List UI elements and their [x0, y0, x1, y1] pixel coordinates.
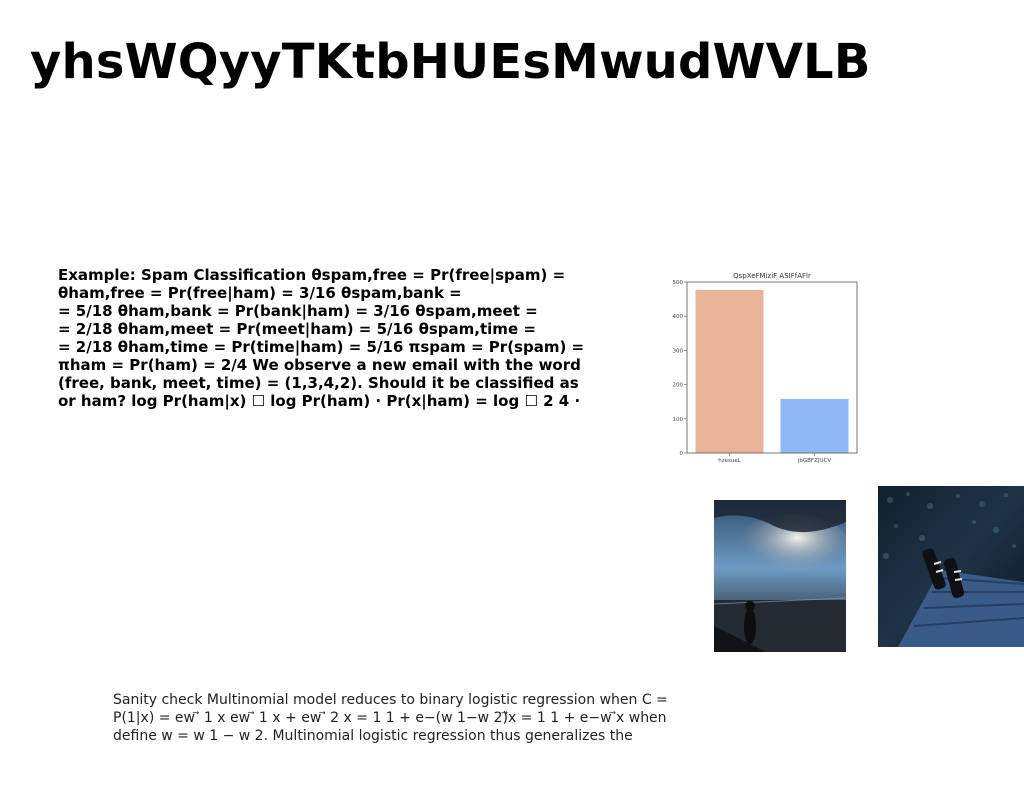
example-line: or ham? log Pr(ham|x) ☐ log Pr(ham) · Pr… [58, 392, 581, 410]
example-line: Example: Spam Classification θspam,free … [58, 266, 566, 284]
y-tick-label: 500 [673, 280, 684, 286]
example-text-block: Example: Spam Classification θspam,free … [58, 266, 643, 416]
bar-hzesueL [695, 289, 764, 453]
example-line: θham,free = Pr(free|ham) = 3/16 θspam,ba… [58, 284, 462, 302]
example-line: πham = Pr(ham) = 2/4 We observe a new em… [58, 356, 581, 374]
sky-photo-image [714, 500, 846, 652]
page-title: yhsWQyyTKtbHUEsMwudWVLB [30, 34, 871, 90]
bar-chart: QspXeFMiziF ASIFfAFlr 0 100 200 300 400 500 h… [667, 266, 865, 468]
x-tick-label: hzesueL [718, 458, 741, 464]
y-tick-label: 400 [673, 314, 684, 320]
bottom-line: P(1|x) = ew ⃗ 1 x ew ⃗ 1 x + ew ⃗ 2 x = … [113, 710, 667, 726]
example-line: = 5/18 θham,bank = Pr(bank|ham) = 3/16 θ… [58, 302, 538, 320]
y-tick-label: 0 [680, 451, 684, 457]
bottom-line: define w = w 1 − w 2. Multinomial logist… [113, 728, 633, 744]
bottom-line: Sanity check Multinomial model reduces t… [113, 692, 668, 708]
bottom-text-block: Sanity check Multinomial model reduces t… [113, 691, 713, 745]
bar-jbGBFZJUCV [780, 398, 849, 453]
example-line: = 2/18 θham,meet = Pr(meet|ham) = 5/16 θ… [58, 320, 536, 338]
photo-sky-over-water [714, 500, 846, 652]
y-tick-label: 100 [673, 417, 684, 423]
example-line: = 2/18 θham,time = Pr(time|ham) = 5/16 π… [58, 338, 585, 356]
y-tick-label: 300 [673, 348, 684, 354]
chart-frame [686, 281, 858, 454]
photo-night-stairs [878, 486, 1024, 647]
x-tick-label: jbGBFZJUCV [797, 458, 831, 464]
y-tick-label: 200 [673, 383, 684, 389]
example-line: (free, bank, meet, time) = (1,3,4,2). Sh… [58, 374, 579, 392]
bar-chart-svg: QspXeFMiziF ASIFfAFlr 0 100 200 300 400 500 h… [673, 272, 858, 464]
night-photo-image [878, 486, 1024, 647]
chart-title: QspXeFMiziF ASIFfAFlr [733, 272, 811, 280]
